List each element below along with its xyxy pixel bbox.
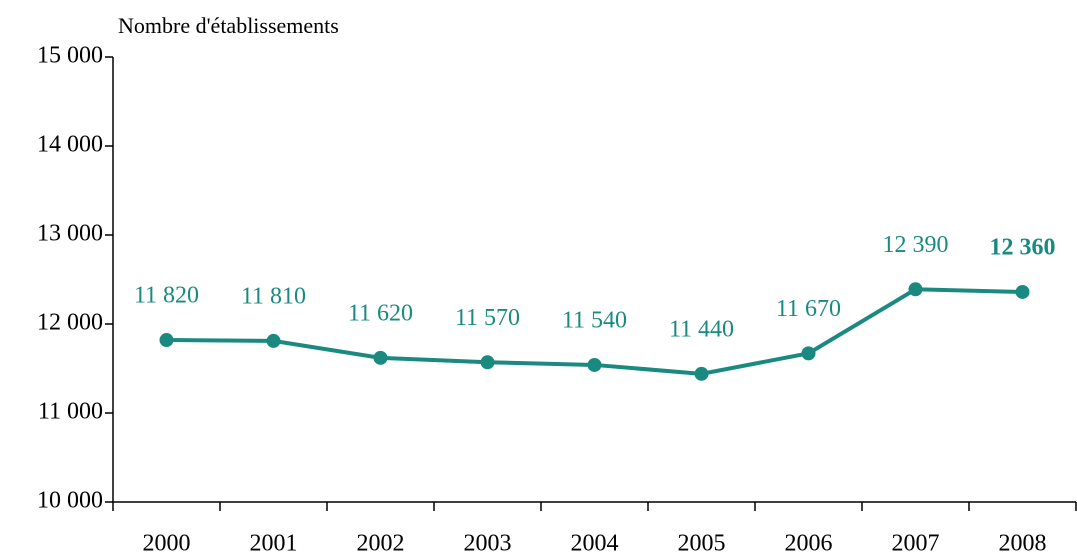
y-axis-label: Nombre d'établissements <box>118 13 339 38</box>
value-label: 11 670 <box>776 296 841 322</box>
x-tick-label: 2007 <box>892 531 940 557</box>
value-label: 12 390 <box>883 232 949 258</box>
y-tick-label: 11 000 <box>38 399 103 425</box>
point <box>373 350 388 365</box>
point <box>694 366 709 381</box>
x-tick-label: 2004 <box>571 531 619 557</box>
point <box>908 282 923 297</box>
point <box>159 333 174 348</box>
point <box>587 357 602 372</box>
value-label: 11 820 <box>134 283 199 309</box>
point <box>1015 284 1030 299</box>
point <box>801 346 816 361</box>
point <box>266 333 281 348</box>
y-tick-label: 13 000 <box>37 221 103 247</box>
point <box>480 355 495 370</box>
y-tick-label: 12 000 <box>37 310 103 336</box>
x-tick-label: 2005 <box>678 531 726 557</box>
y-tick-label: 14 000 <box>37 132 103 158</box>
x-tick-label: 2002 <box>357 531 405 557</box>
value-label: 12 360 <box>990 234 1056 260</box>
y-tick-label: 15 000 <box>37 43 103 69</box>
x-tick-label: 2000 <box>143 531 191 557</box>
value-label: 11 570 <box>455 305 520 331</box>
x-tick-label: 2008 <box>999 531 1047 557</box>
value-label: 11 440 <box>669 316 734 342</box>
value-label: 11 810 <box>241 283 306 309</box>
value-label: 11 540 <box>562 307 627 333</box>
x-tick-label: 2001 <box>250 531 298 557</box>
x-tick-label: 2003 <box>464 531 512 557</box>
y-tick-label: 10 000 <box>37 488 103 514</box>
value-label: 11 620 <box>348 300 413 326</box>
x-tick-label: 2006 <box>785 531 833 557</box>
